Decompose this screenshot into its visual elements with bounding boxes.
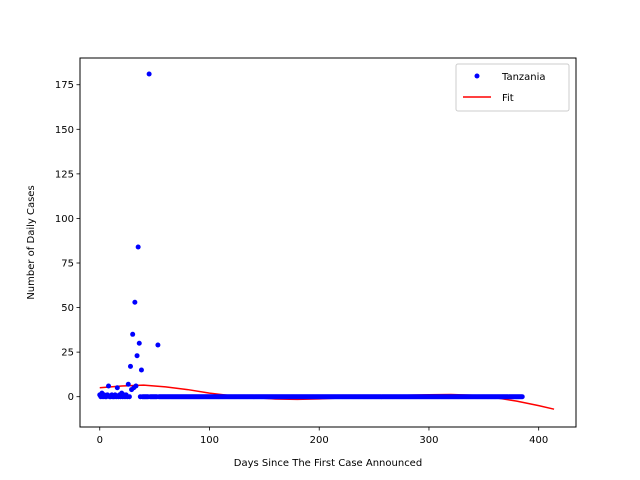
- y-tick-label: 0: [68, 392, 74, 403]
- data-point: [136, 340, 142, 346]
- y-tick-label: 25: [61, 348, 74, 359]
- legend-label-tanzania: Tanzania: [501, 72, 546, 83]
- y-tick-label: 50: [61, 303, 74, 314]
- x-tick-label: 200: [310, 435, 329, 446]
- data-point: [146, 71, 152, 77]
- data-point: [126, 394, 132, 400]
- data-point: [133, 383, 139, 389]
- y-tick-label: 150: [55, 125, 74, 136]
- y-tick-label: 100: [55, 214, 74, 225]
- legend-label-fit: Fit: [502, 93, 514, 104]
- data-point: [519, 394, 525, 400]
- y-axis-label: Number of Daily Cases: [26, 185, 37, 299]
- data-point: [138, 367, 144, 373]
- data-point: [155, 342, 161, 348]
- x-axis-ticks: 0 100 200 300 400: [97, 427, 548, 446]
- x-tick-label: 300: [419, 435, 438, 446]
- y-tick-label: 125: [55, 169, 74, 180]
- data-point: [130, 331, 136, 337]
- y-tick-label: 175: [55, 80, 74, 91]
- x-tick-label: 100: [200, 435, 219, 446]
- data-point: [132, 299, 138, 305]
- y-tick-label: 75: [61, 259, 74, 270]
- data-point: [134, 353, 140, 359]
- data-point: [135, 244, 141, 250]
- x-tick-label: 0: [97, 435, 103, 446]
- legend-box: [455, 63, 570, 112]
- points-layer: [97, 71, 525, 400]
- x-tick-label: 400: [529, 435, 548, 446]
- legend: Tanzania Fit: [455, 63, 570, 112]
- data-point: [127, 363, 133, 369]
- x-axis-label: Days Since The First Case Announced: [234, 458, 422, 469]
- y-axis-ticks: 0 25 50 75 100 125 150 175: [55, 80, 80, 403]
- data-point: [114, 385, 120, 391]
- data-point: [125, 381, 131, 387]
- data-point: [106, 383, 112, 389]
- legend-marker-tanzania: [474, 73, 480, 79]
- axes-frame: [79, 57, 577, 428]
